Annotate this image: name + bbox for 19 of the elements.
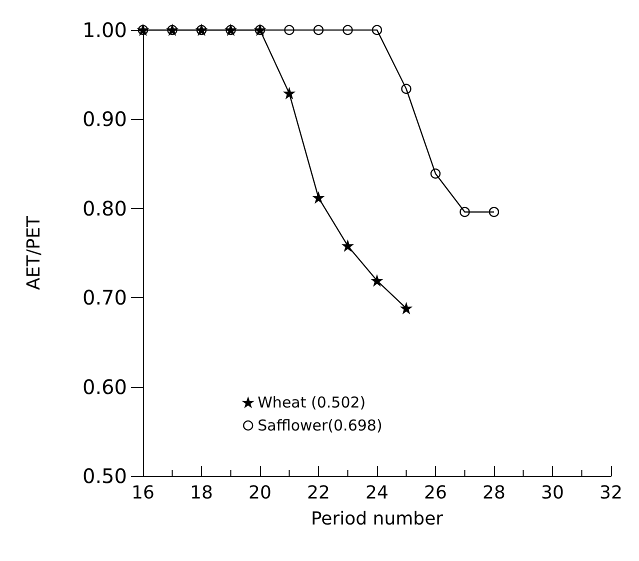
x-tick-label: 22 [307,482,330,504]
y-tick-label: 0.80 [82,196,127,220]
x-tick-label: 30 [541,482,564,504]
x-tick-label: 20 [248,482,272,504]
x-tick-label: 18 [190,482,213,504]
y-tick-label: 0.90 [82,107,127,132]
x-tick-label: 28 [482,482,506,504]
y-axis-title: AET/PET [24,215,44,290]
x-tick-label: 24 [366,482,388,504]
x-tick-label: 26 [424,482,447,504]
x-axis-title: Period number [310,508,444,530]
y-tick-label: 1.00 [82,18,127,42]
y-tick-label: 0.60 [82,374,127,399]
y-tick-label: 0.70 [82,286,127,310]
legend-label: Safflower(0.698) [258,416,382,434]
x-tick-label: 32 [600,482,622,504]
legend-label: Wheat (0.502) [258,394,366,412]
x-tick-label: 16 [132,482,154,504]
y-tick-label: 0.50 [82,464,127,488]
